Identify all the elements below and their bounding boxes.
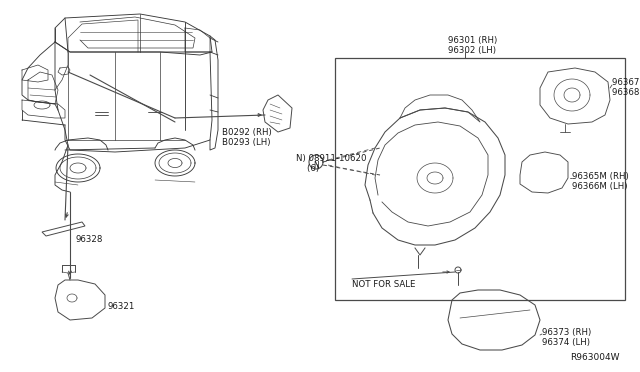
Text: 96373 (RH)
96374 (LH): 96373 (RH) 96374 (LH) <box>542 328 591 347</box>
Text: N: N <box>313 160 319 170</box>
Text: 96321: 96321 <box>108 302 136 311</box>
Text: B0292 (RH)
B0293 (LH): B0292 (RH) B0293 (LH) <box>222 128 272 147</box>
Text: 96365M (RH)
96366M (LH): 96365M (RH) 96366M (LH) <box>572 172 628 192</box>
Text: 96301 (RH)
96302 (LH): 96301 (RH) 96302 (LH) <box>448 36 497 55</box>
Text: 96367M (RH)
96368M (LH): 96367M (RH) 96368M (LH) <box>612 78 640 97</box>
Text: R963004W: R963004W <box>570 353 620 362</box>
Text: N) 08911-10620
    (6): N) 08911-10620 (6) <box>296 154 367 173</box>
Text: 96328: 96328 <box>75 235 102 244</box>
Text: NOT FOR SALE: NOT FOR SALE <box>352 280 415 289</box>
Bar <box>335 58 625 300</box>
